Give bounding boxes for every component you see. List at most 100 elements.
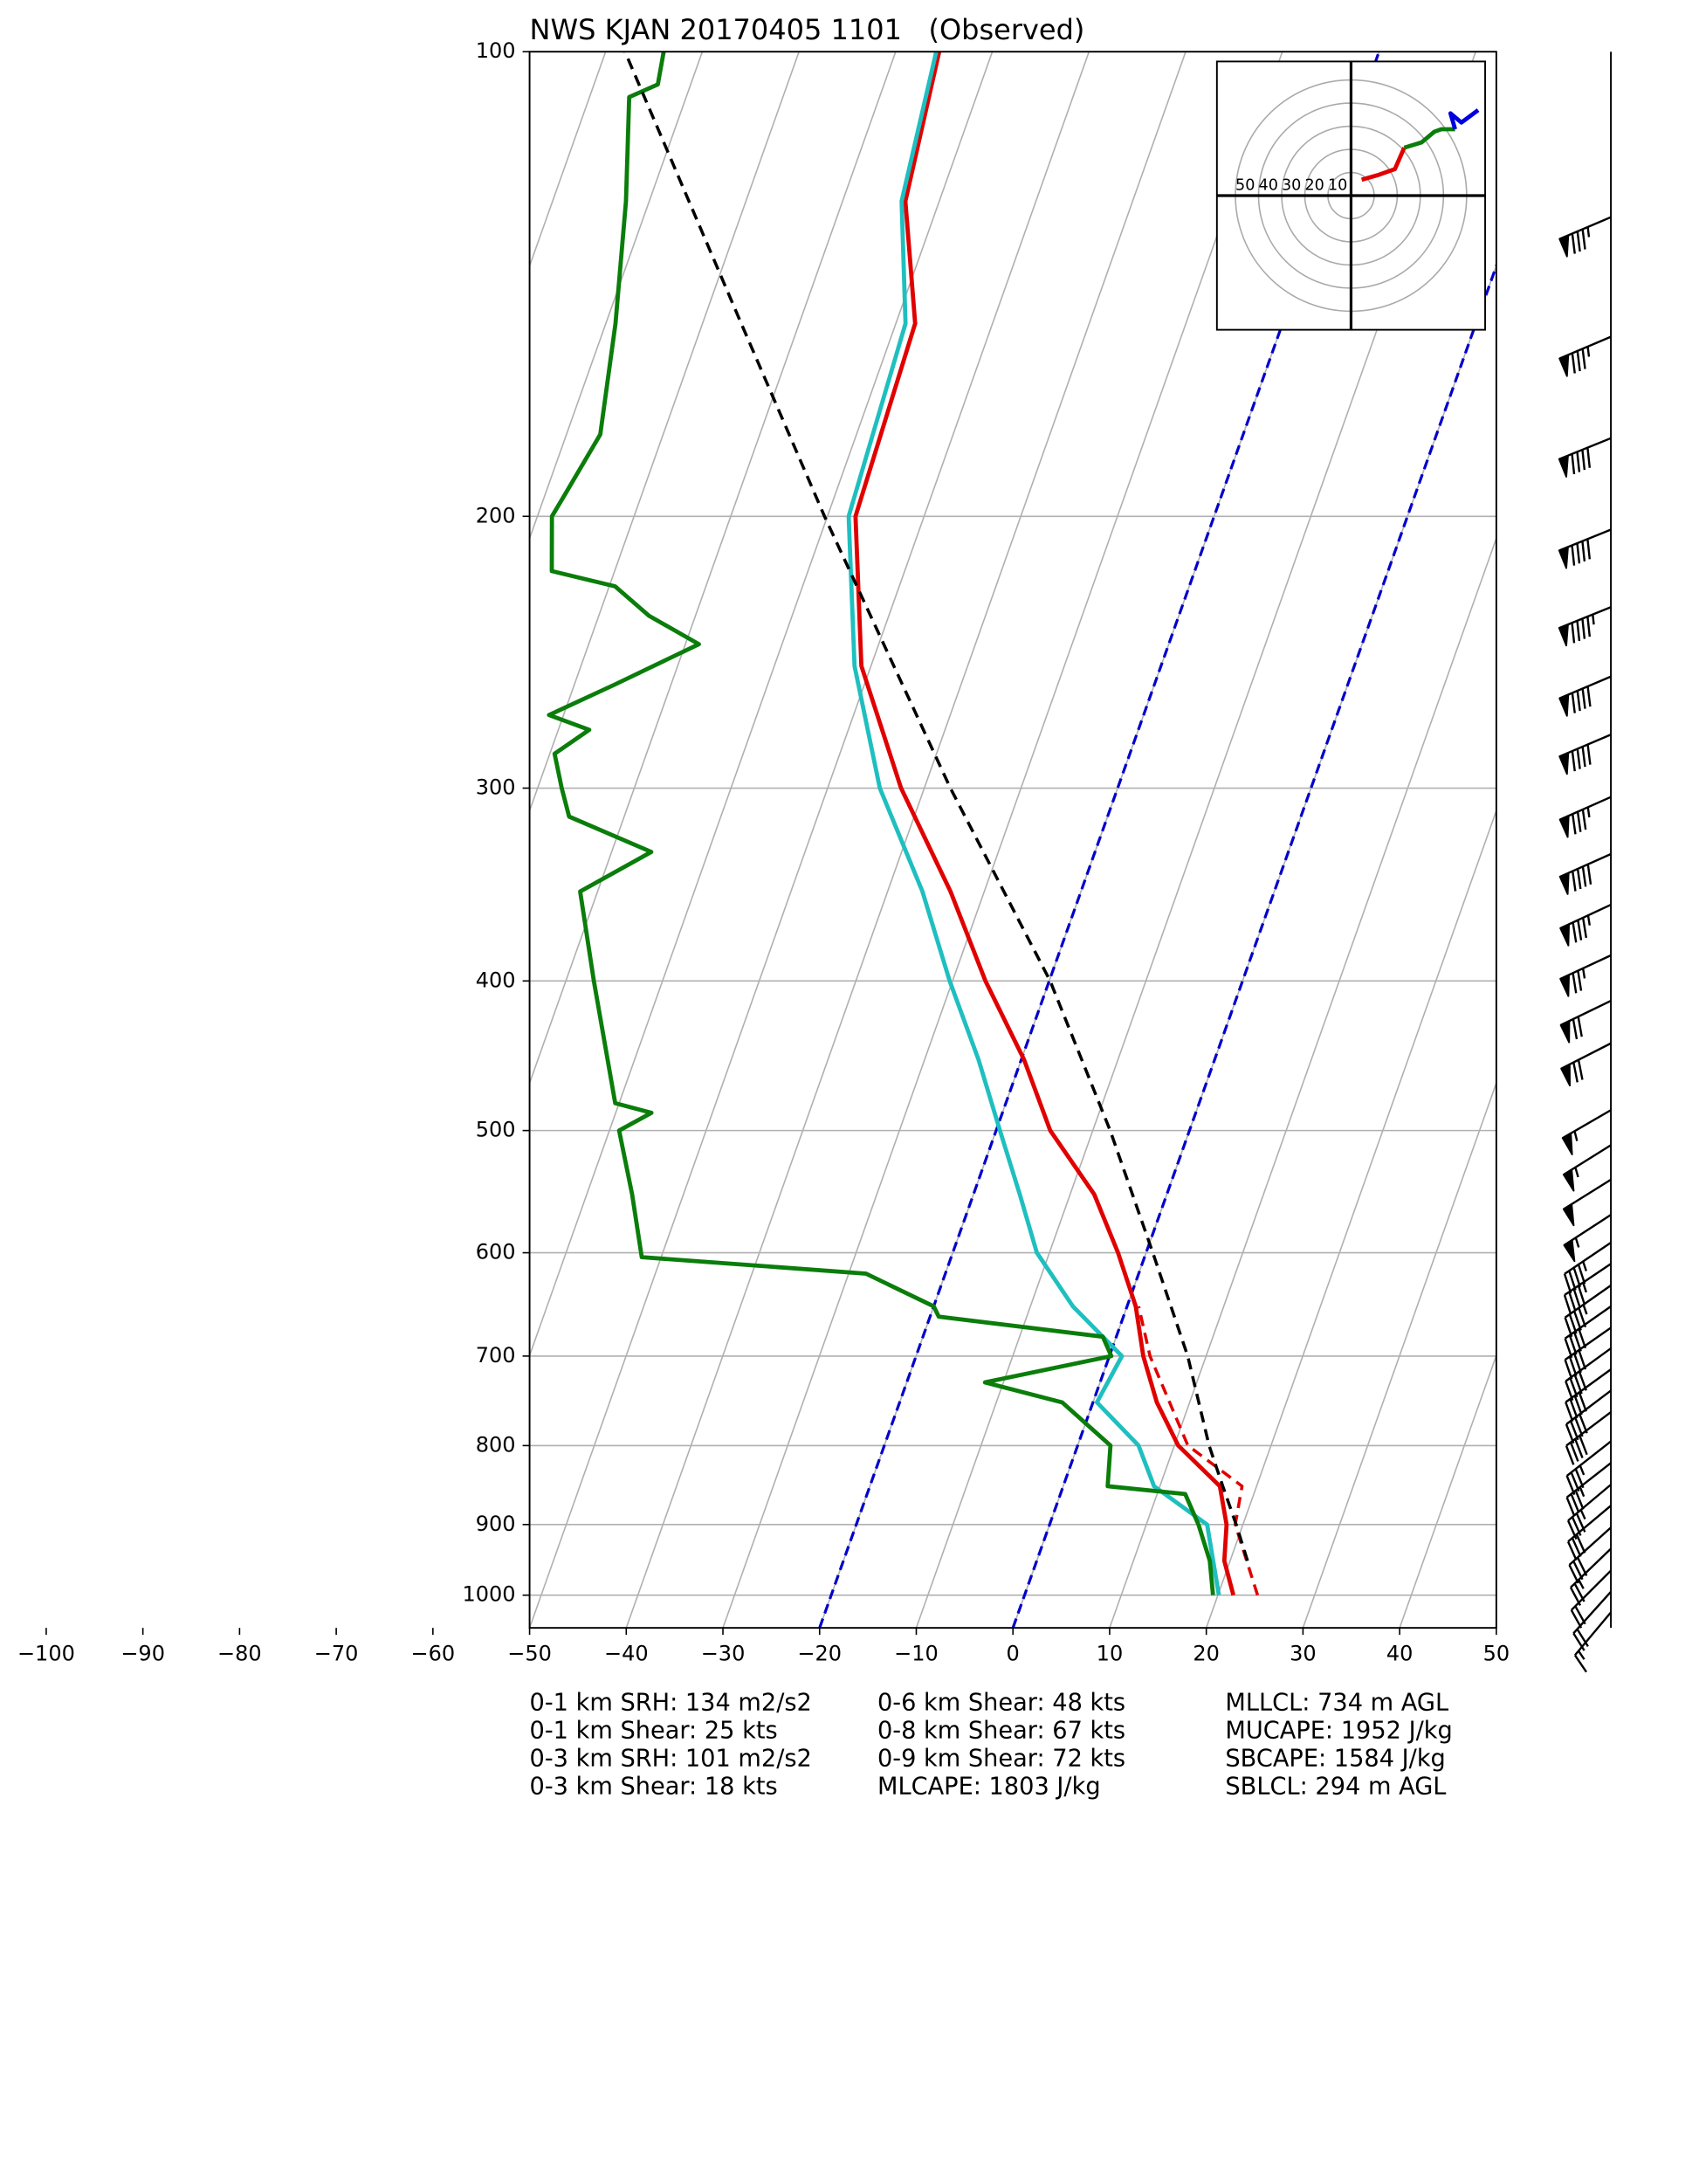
barb-pennant [1558,354,1570,377]
profile-line [853,52,1236,1596]
barb-pennant [1558,546,1570,569]
barb-staff [1558,528,1612,566]
barb-staff [1558,606,1612,644]
wind-barb [1563,1241,1612,1294]
x-tick-label: 30 [1290,1642,1317,1666]
wind-barb [1558,796,1612,838]
barb-pennant [1559,1019,1571,1044]
barb-pennant [1563,1238,1576,1263]
y-tick-label: 900 [476,1512,516,1536]
x-tick-label: −50 [507,1642,552,1666]
barb-pennant [1562,1202,1575,1227]
x-tick-label: 0 [1007,1642,1020,1666]
isotherm-grid-line [529,52,800,813]
isotherm-grid-line [1205,809,1496,1629]
x-tick-label: −60 [411,1642,456,1666]
barb-pennant [1558,234,1570,258]
wind-barb [1558,437,1612,478]
wind-barb [1559,999,1612,1044]
hodograph-ring-label: 40 [1259,177,1278,195]
x-tick-label: −70 [314,1642,359,1666]
barb-staff [1566,1484,1612,1540]
wind-barb [1565,1411,1612,1465]
barb-staff [1559,954,1612,994]
barb-staff [1559,903,1612,943]
profile-line [547,52,1215,1595]
barb-staff [1566,1505,1612,1561]
x-tick-label: 10 [1097,1642,1124,1666]
stat-text: SBLCL: 294 m AGL [1225,1774,1446,1801]
profile-line [846,52,1221,1596]
x-tick-label: −40 [604,1642,649,1666]
barb-pennant [1558,751,1570,775]
stat-text: MUCAPE: 1952 J/kg [1225,1718,1452,1745]
wind-barb [1559,903,1612,947]
barb-staff [1563,1263,1612,1315]
y-tick-label: 1000 [462,1582,515,1607]
hodograph-ring-label: 50 [1235,177,1255,195]
wind-barb [1558,675,1612,717]
stat-text: MLLCL: 734 m AGL [1225,1690,1448,1717]
wind-barb [1562,1178,1612,1227]
wind-barb [1566,1484,1612,1540]
stat-text: 0-9 km Shear: 72 kts [877,1746,1125,1773]
wind-barb [1563,1214,1612,1263]
stat-text: SBCAPE: 1584 J/kg [1225,1746,1445,1773]
y-tick-label: 400 [476,968,516,992]
barb-pennant [1559,1063,1572,1087]
wind-barb [1565,1389,1612,1444]
y-tick-label: 800 [476,1432,516,1457]
wind-barb [1564,1285,1612,1338]
wind-barb [1561,1109,1612,1156]
x-tick-label: −80 [217,1642,262,1666]
barb-staff [1558,335,1612,374]
barb-pennant [1559,974,1571,997]
wind-barb [1564,1326,1612,1380]
plot-frame [528,51,1497,1629]
wind-barb [1566,1505,1612,1561]
x-tick-label: −10 [894,1642,939,1666]
barb-staff [1565,1347,1612,1402]
barb-staff [1563,1241,1612,1294]
wind-barb [1558,734,1612,775]
wind-barb [1558,852,1612,895]
highlight-isotherm [818,52,1381,1629]
wind-barb [1558,216,1612,258]
barb-staff [1564,1285,1612,1338]
chart-title: NWS KJAN 20170405 1101 (Observed) [530,13,1085,46]
barb-pennant [1561,1132,1573,1156]
stat-text: 0-1 km SRH: 134 m2/s2 [530,1690,812,1717]
stat-text: 0-3 km SRH: 101 m2/s2 [530,1746,812,1773]
wind-barb [1562,1144,1612,1192]
x-tick-label: −20 [797,1642,842,1666]
y-tick-label: 300 [476,775,516,800]
barb-staff [1558,216,1612,254]
hodograph-line [1360,147,1407,183]
wind-barb [1565,1347,1612,1402]
overlay: −100 −90 −80 −70 −60 −50 −40 −30 −20 −10 0 10 20 30 40… [17,38,1613,1801]
barb-staff [1565,1368,1612,1423]
y-tick-label: 200 [476,503,516,527]
y-tick-label: 700 [476,1343,516,1368]
hodograph-ring-label: 10 [1328,177,1347,195]
x-tick-label: −90 [120,1642,165,1666]
barb-pennant [1562,1168,1575,1192]
barb-pennant [1558,872,1570,895]
barb-staff [1564,1326,1612,1380]
wind-barb [1565,1368,1612,1423]
barb-staff [1565,1462,1612,1517]
hodograph-ring-label: 20 [1304,177,1324,195]
x-tick-label: −100 [17,1642,75,1666]
barb-staff [1559,796,1612,835]
y-tick-label: 500 [476,1118,516,1142]
barb-staff [1558,734,1612,772]
stat-text: 0-8 km Shear: 67 kts [877,1718,1125,1745]
y-tick-label: 100 [476,38,516,63]
x-tick-label: 40 [1386,1642,1414,1666]
barb-staff [1558,437,1612,475]
barb-staff [1568,1526,1612,1584]
wind-barb [1565,1462,1612,1517]
